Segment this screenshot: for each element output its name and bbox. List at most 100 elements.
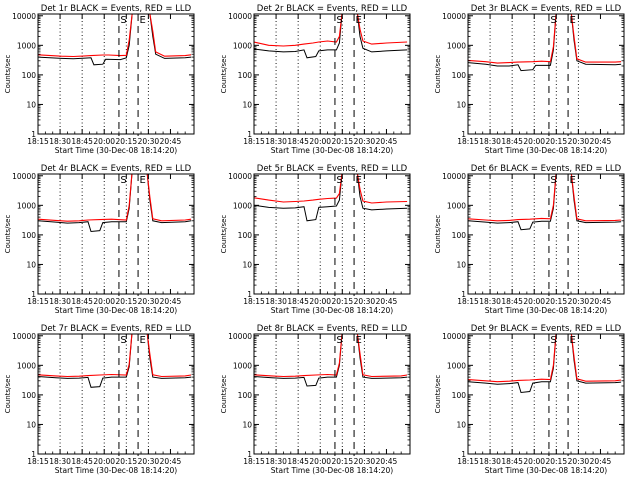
x-axis-label: Start Time (30-Dec-08 18:14:20) — [55, 466, 177, 475]
x-tick-label: 18:30 — [49, 457, 71, 466]
y-tick-label: 1 — [461, 290, 466, 299]
y-axis-label: Counts/sec — [434, 215, 442, 254]
y-tick-label: 10000 — [442, 332, 466, 341]
y-tick-label: 100 — [238, 391, 253, 400]
y-axis-label: Counts/sec — [4, 55, 12, 94]
x-tick-label: 18:30 — [479, 137, 501, 146]
events-series-line — [38, 14, 192, 66]
x-tick-label: 20:00 — [523, 297, 545, 306]
y-tick-label: 10000 — [228, 12, 252, 21]
x-axis-label: Start Time (30-Dec-08 18:14:20) — [271, 466, 393, 475]
x-tick-label: 18:45 — [501, 137, 523, 146]
interval-marker-label: S — [336, 15, 342, 26]
x-tick-label: 18:15 — [457, 457, 479, 466]
interval-marker-label: E — [356, 15, 362, 26]
x-tick-label: 18:15 — [27, 137, 49, 146]
lld-series-line — [468, 14, 622, 64]
events-series-line — [254, 334, 408, 387]
interval-marker-label: S — [120, 15, 126, 26]
x-tick-label: 20:45 — [590, 297, 612, 306]
x-tick-label: 20:45 — [376, 457, 398, 466]
lld-series-line — [38, 14, 192, 58]
y-tick-label: 100 — [22, 231, 37, 240]
x-tick-label: 20:45 — [160, 297, 182, 306]
x-tick-label: 18:30 — [49, 137, 71, 146]
x-tick-label: 20:15 — [331, 297, 353, 306]
x-tick-label: 20:45 — [160, 137, 182, 146]
x-tick-label: 20:15 — [115, 457, 137, 466]
interval-marker-label: S — [550, 175, 556, 186]
lld-series-line — [254, 334, 408, 378]
y-tick-label: 10000 — [12, 332, 36, 341]
y-tick-label: 100 — [22, 391, 37, 400]
interval-marker-label: S — [120, 335, 126, 346]
x-tick-label: 20:15 — [331, 457, 353, 466]
x-axis-label: Start Time (30-Dec-08 18:14:20) — [55, 306, 177, 315]
y-tick-label: 10000 — [228, 332, 252, 341]
x-tick-label: 18:30 — [479, 457, 501, 466]
x-tick-label: 18:15 — [243, 457, 265, 466]
panel-title: Det 4r BLACK = Events, RED = LLD — [41, 164, 192, 174]
plot-frame — [253, 13, 411, 135]
plot-frame — [467, 13, 625, 135]
y-axis-label: Counts/sec — [4, 215, 12, 254]
events-series-line — [254, 14, 408, 59]
x-tick-label: 20:45 — [376, 137, 398, 146]
y-tick-label: 10000 — [12, 172, 36, 181]
x-tick-label: 18:45 — [71, 297, 93, 306]
events-series-line — [38, 174, 192, 233]
x-tick-label: 18:15 — [457, 297, 479, 306]
y-axis-label: Counts/sec — [434, 375, 442, 414]
interval-marker-label: S — [550, 335, 556, 346]
y-tick-label: 1000 — [233, 361, 252, 370]
y-tick-label: 1 — [461, 130, 466, 139]
x-tick-label: 20:45 — [160, 457, 182, 466]
y-tick-label: 1000 — [233, 201, 252, 210]
plot-frame — [467, 173, 625, 295]
y-axis-label: Counts/sec — [4, 375, 12, 414]
x-tick-label: 20:00 — [309, 297, 331, 306]
x-tick-label: 18:15 — [457, 137, 479, 146]
y-tick-label: 1000 — [447, 41, 466, 50]
y-tick-label: 10 — [26, 420, 36, 429]
y-tick-label: 100 — [452, 71, 467, 80]
interval-marker-label: E — [570, 15, 576, 26]
x-tick-label: 18:30 — [265, 457, 287, 466]
panel-title: Det 5r BLACK = Events, RED = LLD — [257, 164, 408, 174]
y-axis-label: Counts/sec — [220, 215, 228, 254]
panel-title: Det 9r BLACK = Events, RED = LLD — [471, 324, 622, 334]
x-tick-label: 20:15 — [545, 457, 567, 466]
y-tick-label: 1000 — [17, 201, 36, 210]
events-series-line — [468, 334, 622, 394]
lld-series-line — [254, 14, 408, 47]
x-tick-label: 20:30 — [568, 457, 590, 466]
interval-marker-label: S — [336, 175, 342, 186]
x-tick-label: 20:15 — [545, 137, 567, 146]
y-tick-label: 100 — [22, 71, 37, 80]
panel-title: Det 2r BLACK = Events, RED = LLD — [257, 4, 408, 14]
y-tick-label: 1 — [31, 450, 36, 459]
y-tick-label: 1 — [461, 450, 466, 459]
y-tick-label: 100 — [238, 231, 253, 240]
x-tick-label: 18:45 — [501, 297, 523, 306]
y-tick-label: 100 — [452, 391, 467, 400]
plot-frame — [37, 333, 195, 455]
lld-series-line — [38, 334, 192, 378]
x-tick-label: 20:15 — [115, 137, 137, 146]
x-tick-label: 20:30 — [568, 137, 590, 146]
y-tick-label: 10 — [26, 260, 36, 269]
interval-marker-label: E — [140, 335, 146, 346]
x-axis-label: Start Time (30-Dec-08 18:14:20) — [485, 146, 607, 155]
x-tick-label: 18:45 — [501, 457, 523, 466]
y-axis-label: Counts/sec — [220, 55, 228, 94]
lld-series-line — [38, 174, 192, 222]
x-tick-label: 20:45 — [590, 137, 612, 146]
events-series-line — [38, 334, 192, 388]
x-tick-label: 20:15 — [331, 137, 353, 146]
events-series-line — [468, 14, 622, 72]
panel-title: Det 6r BLACK = Events, RED = LLD — [471, 164, 622, 174]
y-tick-label: 10000 — [228, 172, 252, 181]
interval-marker-label: E — [140, 15, 146, 26]
x-tick-label: 20:30 — [354, 297, 376, 306]
